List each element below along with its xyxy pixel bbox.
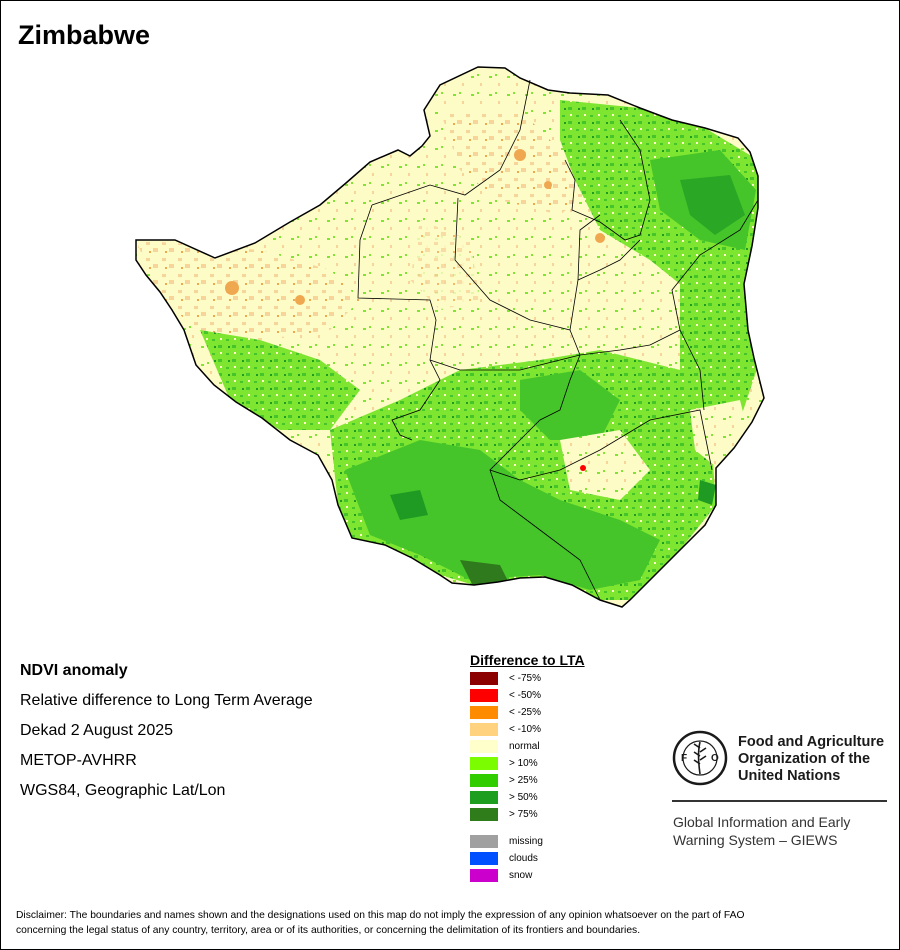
legend-swatch (470, 808, 498, 821)
legend-item: > 75% (470, 808, 538, 821)
fao-org-line3: United Nations (738, 768, 841, 784)
province-boundaries (357, 79, 759, 601)
legend-item: < -75% (470, 672, 541, 685)
legend-swatch (470, 672, 498, 685)
info-period: Dekad 2 August 2025 (20, 722, 174, 739)
disclaimer-line2: concerning the legal status of any count… (16, 925, 641, 936)
legend-swatch (470, 852, 498, 865)
ndvi-anomaly-raster (136, 67, 764, 607)
legend-swatch (470, 757, 498, 770)
legend-label: < -50% (509, 690, 541, 701)
legend-swatch (470, 791, 498, 804)
legend-item: missing (470, 835, 543, 848)
map-legend: Difference to LTA < -75% < -50% < -25% < -1… (470, 652, 585, 882)
seal-letter-o: O (711, 753, 719, 764)
legend-label: missing (509, 836, 543, 847)
disclaimer: Disclaimer: The boundaries and names sho… (16, 908, 886, 938)
giews-line2: Warning System – GIEWS (673, 832, 838, 848)
legend-item: < -25% (470, 706, 541, 719)
fao-logo-block: F O Food and Agriculture Organization of… (672, 730, 887, 848)
fao-org-line1: Food and Agriculture (738, 734, 885, 750)
legend-swatch (470, 740, 498, 753)
legend-swatch (470, 723, 498, 736)
fao-seal-icon: F O (672, 730, 728, 786)
legend-item: snow (470, 869, 532, 882)
legend-swatch (470, 689, 498, 702)
legend-swatch (470, 774, 498, 787)
giews-line1: Global Information and Early (673, 814, 851, 830)
legend-label: > 25% (509, 775, 538, 786)
legend-item: normal (470, 740, 540, 753)
legend-label: > 75% (509, 809, 538, 820)
fao-org-line2: Organization of the (738, 751, 871, 767)
map-info: NDVI anomaly Relative difference to Long… (20, 656, 313, 806)
logo-divider (672, 800, 887, 802)
legend-item: < -50% (470, 689, 541, 702)
disclaimer-line1: Disclaimer: The boundaries and names sho… (16, 910, 745, 921)
fao-org-name: Food and Agriculture Organization of the… (738, 734, 884, 785)
info-projection: WGS84, Geographic Lat/Lon (20, 782, 226, 799)
legend-item: > 25% (470, 774, 538, 787)
info-sensor: METOP-AVHRR (20, 752, 137, 769)
national-boundary (135, 66, 765, 608)
legend-label: < -10% (509, 724, 541, 735)
legend-item: < -10% (470, 723, 541, 736)
legend-label: < -75% (509, 673, 541, 684)
legend-swatch (470, 706, 498, 719)
legend-item: > 50% (470, 791, 538, 804)
legend-label: clouds (509, 853, 538, 864)
legend-label: > 10% (509, 758, 538, 769)
zimbabwe-ndvi-map (135, 66, 765, 608)
giews-name: Global Information and Early Warning Sys… (673, 813, 850, 849)
legend-label: < -25% (509, 707, 541, 718)
legend-item: > 10% (470, 757, 538, 770)
legend-item: clouds (470, 852, 538, 865)
map-title: Zimbabwe (18, 20, 151, 50)
legend-swatch (470, 869, 498, 882)
legend-label: normal (509, 741, 540, 752)
info-description: Relative difference to Long Term Average (20, 692, 313, 709)
legend-label: snow (509, 870, 533, 881)
legend-swatch (470, 835, 498, 848)
info-heading: NDVI anomaly (20, 662, 128, 679)
legend-title: Difference to LTA (470, 652, 585, 668)
seal-letter-f: F (681, 753, 687, 764)
legend-label: > 50% (509, 792, 538, 803)
